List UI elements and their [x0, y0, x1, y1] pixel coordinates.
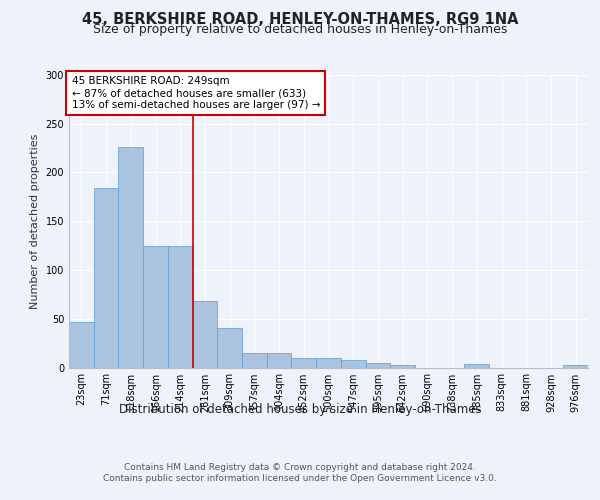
Text: Contains HM Land Registry data © Crown copyright and database right 2024.
Contai: Contains HM Land Registry data © Crown c… [103, 462, 497, 483]
Bar [242, 353, 267, 368]
Bar [563, 364, 588, 368]
Bar [94, 188, 118, 368]
Bar [168, 246, 193, 368]
Bar [316, 358, 341, 368]
Bar [390, 364, 415, 368]
Bar [217, 328, 242, 368]
Bar [341, 360, 365, 368]
Bar [143, 246, 168, 368]
Text: 45, BERKSHIRE ROAD, HENLEY-ON-THAMES, RG9 1NA: 45, BERKSHIRE ROAD, HENLEY-ON-THAMES, RG… [82, 12, 518, 28]
Y-axis label: Number of detached properties: Number of detached properties [30, 134, 40, 309]
Bar [193, 301, 217, 368]
Bar [292, 358, 316, 368]
Bar [69, 322, 94, 368]
Bar [464, 364, 489, 368]
Text: Distribution of detached houses by size in Henley-on-Thames: Distribution of detached houses by size … [119, 402, 481, 415]
Bar [118, 147, 143, 368]
Text: Size of property relative to detached houses in Henley-on-Thames: Size of property relative to detached ho… [93, 22, 507, 36]
Text: 45 BERKSHIRE ROAD: 249sqm
← 87% of detached houses are smaller (633)
13% of semi: 45 BERKSHIRE ROAD: 249sqm ← 87% of detac… [71, 76, 320, 110]
Bar [365, 362, 390, 368]
Bar [267, 353, 292, 368]
